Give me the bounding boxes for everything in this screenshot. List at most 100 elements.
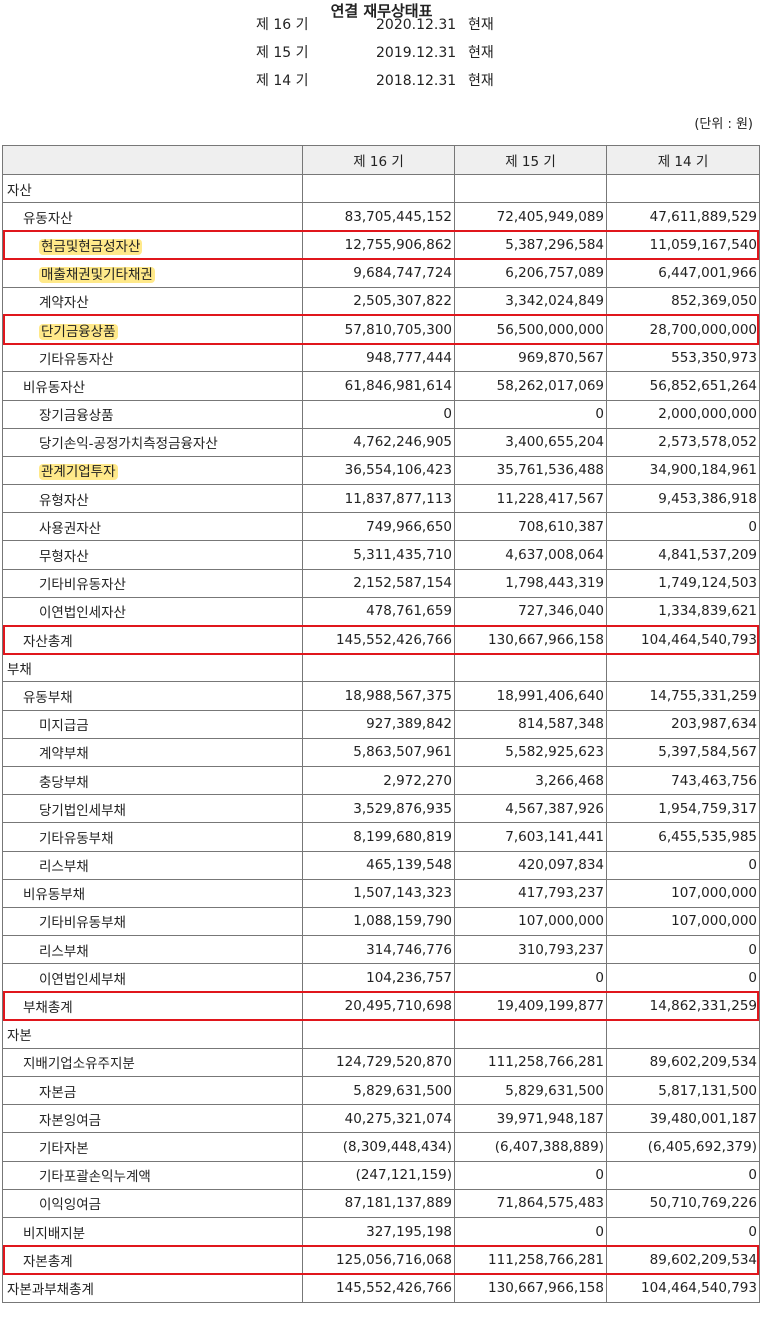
period-row: 제 14 기 2018.12.31 현재 — [256, 70, 494, 92]
row-label-cell: 비유동자산 — [2, 371, 303, 401]
row-label: 비유동자산 — [23, 379, 86, 396]
row-label-cell: 당기법인세부채 — [2, 794, 303, 824]
row-label-cell: 유형자산 — [2, 484, 303, 514]
row-label-cell: 계약부채 — [2, 737, 303, 767]
table-row: 기타포괄손익누계액 (247,121,159) 0 0 — [2, 1160, 760, 1190]
table-row: 리스부채 465,139,548 420,097,834 0 — [2, 850, 760, 880]
value-cell: 5,582,925,623 — [454, 737, 607, 767]
value-cell: 420,097,834 — [454, 850, 607, 880]
value-cell: 14,862,331,259 — [606, 991, 760, 1021]
value-cell: 107,000,000 — [606, 906, 760, 937]
table-body: 자산 유동자산 83,705,445,152 72,405,949,089 47,611… — [2, 173, 760, 1303]
row-label: 이연법인세자산 — [39, 605, 126, 622]
row-label-cell: 유동자산 — [2, 202, 303, 232]
value-cell: 478,761,659 — [302, 596, 455, 627]
value-cell — [302, 653, 455, 683]
row-label-cell: 이익잉여금 — [2, 1188, 303, 1218]
value-cell: 40,275,321,074 — [302, 1104, 455, 1134]
table-row: 기타비유동자산 2,152,587,154 1,798,443,319 1,749,1… — [2, 568, 760, 598]
table-row: 관계기업투자 36,554,106,423 35,761,536,488 34,900… — [2, 455, 760, 486]
value-cell — [302, 173, 455, 204]
value-cell: 9,684,747,724 — [302, 258, 455, 288]
value-cell: 72,405,949,089 — [454, 202, 607, 232]
period-date: 2018.12.31 — [376, 73, 457, 89]
row-label-cell: 비지배지분 — [2, 1216, 303, 1247]
table-row: 자본금 5,829,631,500 5,829,631,500 5,817,131,5… — [2, 1075, 760, 1106]
value-cell: 0 — [454, 963, 607, 993]
value-cell: 5,397,584,567 — [606, 737, 760, 767]
row-label-cell: 자본금 — [2, 1075, 303, 1106]
table-row: 비유동자산 61,846,981,614 58,262,017,069 56,852,… — [2, 371, 760, 401]
value-cell: 1,954,759,317 — [606, 794, 760, 824]
value-cell: 145,552,426,766 — [302, 624, 455, 655]
row-label-cell: 자본잉여금 — [2, 1104, 303, 1134]
value-cell: 4,567,387,926 — [454, 794, 607, 824]
value-cell: 39,480,001,187 — [606, 1104, 760, 1134]
row-label-cell: 장기금융상품 — [2, 399, 303, 429]
table-row: 유동부채 18,988,567,375 18,991,406,640 14,755,3… — [2, 681, 760, 711]
row-label-cell: 리스부채 — [2, 850, 303, 880]
value-cell: 125,056,716,068 — [302, 1245, 455, 1275]
value-cell: 1,507,143,323 — [302, 878, 455, 908]
value-cell: 749,966,650 — [302, 512, 455, 542]
row-label-cell: 기타비유동부채 — [2, 906, 303, 937]
row-label: 자본잉여금 — [39, 1112, 102, 1129]
value-cell: 56,500,000,000 — [454, 314, 607, 345]
balance-sheet-table: 제 16 기 제 15 기 제 14 기 자산 유동자산 83,705,445,15… — [2, 145, 760, 1303]
value-cell: 3,342,024,849 — [454, 286, 607, 316]
value-cell: 0 — [302, 399, 455, 429]
value-cell: 6,206,757,089 — [454, 258, 607, 288]
table-row: 유형자산 11,837,877,113 11,228,417,567 9,453,38… — [2, 484, 760, 514]
row-label: 자본금 — [39, 1084, 77, 1101]
value-cell: 0 — [606, 963, 760, 993]
table-row: 자본잉여금 40,275,321,074 39,971,948,187 39,480,… — [2, 1104, 760, 1134]
value-cell: 4,637,008,064 — [454, 540, 607, 570]
value-cell: (247,121,159) — [302, 1160, 455, 1190]
table-row: 리스부채 314,746,776 310,793,237 0 — [2, 935, 760, 965]
value-cell: 2,505,307,822 — [302, 286, 455, 316]
value-cell: 0 — [454, 1216, 607, 1247]
row-label-cell: 비유동부채 — [2, 878, 303, 908]
value-cell: 5,387,296,584 — [454, 230, 607, 260]
table-row: 자본 — [2, 1019, 760, 1049]
value-cell: 927,389,842 — [302, 709, 455, 739]
table-row: 당기손익-공정가치측정금융자산 4,762,246,905 3,400,655,20… — [2, 427, 760, 457]
table-row: 당기법인세부채 3,529,876,935 4,567,387,926 1,954,7… — [2, 794, 760, 824]
table-row: 이익잉여금 87,181,137,889 71,864,575,483 50,710,… — [2, 1188, 760, 1218]
value-cell: 11,228,417,567 — [454, 484, 607, 514]
row-label-cell: 관계기업투자 — [2, 455, 303, 486]
table-row: 이연법인세부채 104,236,757 0 0 — [2, 963, 760, 993]
row-label: 지배기업소유주지분 — [23, 1056, 135, 1073]
value-cell: 2,000,000,000 — [606, 399, 760, 429]
value-cell: 50,710,769,226 — [606, 1188, 760, 1218]
table-row: 비지배지분 327,195,198 0 0 — [2, 1216, 760, 1247]
period-date: 2019.12.31 — [376, 45, 457, 61]
value-cell — [454, 1019, 607, 1049]
row-label: 기타비유동자산 — [39, 577, 126, 594]
row-label-cell: 기타유동부채 — [2, 822, 303, 852]
row-label-cell: 기타비유동자산 — [2, 568, 303, 598]
value-cell: 3,529,876,935 — [302, 794, 455, 824]
value-cell: 36,554,106,423 — [302, 455, 455, 486]
table-row: 충당부채 2,972,270 3,266,468 743,463,756 — [2, 765, 760, 796]
table-row: 기타유동부채 8,199,680,819 7,603,141,441 6,455,53… — [2, 822, 760, 852]
value-cell: (8,309,448,434) — [302, 1132, 455, 1162]
column-header-item — [2, 145, 303, 175]
period-row: 제 16 기 2020.12.31 현재 — [256, 14, 494, 36]
value-cell: (6,407,388,889) — [454, 1132, 607, 1162]
value-cell: 5,311,435,710 — [302, 540, 455, 570]
table-row: 기타비유동부채 1,088,159,790 107,000,000 107,000,0… — [2, 906, 760, 937]
row-label: 자산총계 — [23, 633, 73, 650]
value-cell: 89,602,209,534 — [606, 1245, 760, 1275]
table-header-row: 제 16 기 제 15 기 제 14 기 — [2, 145, 760, 175]
value-cell: 727,346,040 — [454, 596, 607, 627]
period-label: 제 14 기 — [256, 73, 309, 89]
value-cell: 5,863,507,961 — [302, 737, 455, 767]
value-cell: 2,972,270 — [302, 765, 455, 796]
value-cell: 203,987,634 — [606, 709, 760, 739]
row-label: 계약부채 — [39, 746, 89, 763]
row-label-cell: 단기금융상품 — [2, 314, 303, 345]
value-cell: 28,700,000,000 — [606, 314, 760, 345]
row-label-cell: 매출채권및기타채권 — [2, 258, 303, 288]
value-cell: 0 — [606, 1216, 760, 1247]
